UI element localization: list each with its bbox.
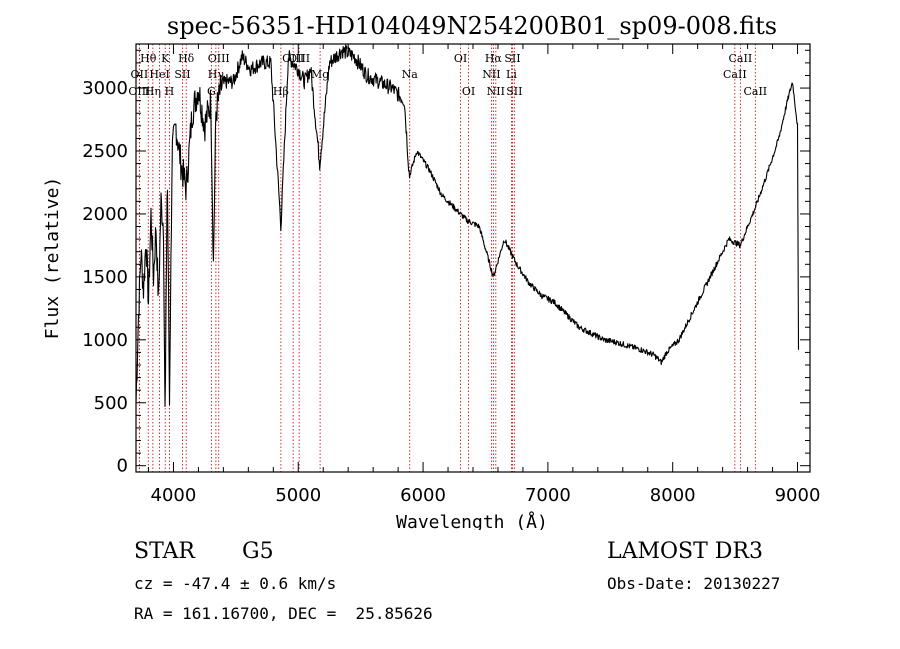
line-label-4: Hη — [145, 85, 161, 98]
y-tick-label-1000: 1000 — [82, 330, 128, 351]
line-label-17: OI — [454, 52, 467, 65]
y-tick-label-0: 0 — [117, 456, 128, 477]
line-label-24: SII — [506, 85, 522, 98]
line-markers-group — [138, 44, 756, 472]
line-label-26: CaII — [723, 68, 747, 81]
x-tick-label-4000: 4000 — [151, 485, 197, 506]
x-tick-label-8000: 8000 — [650, 485, 696, 506]
line-label-10: Hγ — [208, 68, 225, 81]
object-class: STAR — [134, 539, 195, 564]
line-label-25: CaII — [729, 52, 753, 65]
x-axis-label: Wavelength (Å) — [396, 511, 548, 530]
y-tick-label-3000: 3000 — [82, 78, 128, 99]
line-label-20: NII — [482, 68, 500, 81]
obs-date: Obs-Date: 20130227 — [607, 574, 781, 593]
line-label-8: SII — [174, 68, 190, 81]
y-tick-label-2000: 2000 — [82, 204, 128, 225]
y-axis: 0 500 1000 1500 2000 2500 3000 — [82, 49, 810, 477]
line-label-5: K — [161, 52, 170, 65]
line-label-13: OIII — [282, 52, 304, 65]
redshift-readout: cz = -47.4 ± 0.6 km/s — [134, 574, 337, 593]
spectrum-chart: spec-56351-HD104049N254200B01_sp09-008.f… — [42, 12, 821, 530]
y-tick-label-1500: 1500 — [82, 267, 128, 288]
y-axis-label: Flux (relative) — [42, 177, 63, 340]
spectrum-line — [135, 44, 800, 408]
line-label-19: Hα — [485, 52, 503, 65]
object-subclass: G5 — [242, 539, 274, 564]
x-axis: 4000 5000 6000 7000 8000 9000 — [147, 44, 821, 506]
line-label-7: Hδ — [178, 52, 195, 65]
x-tick-label-9000: 9000 — [775, 485, 821, 506]
y-tick-label-500: 500 — [94, 393, 128, 414]
x-tick-label-7000: 7000 — [525, 485, 571, 506]
line-label-1: OII — [131, 68, 149, 81]
x-tick-label-5000: 5000 — [275, 485, 321, 506]
y-tick-label-2500: 2500 — [82, 141, 128, 162]
line-label-6: H — [165, 85, 175, 98]
x-tick-label-6000: 6000 — [400, 485, 446, 506]
coordinates: RA = 161.16700, DEC = 25.85626 — [134, 604, 433, 623]
line-label-18: OI — [462, 85, 475, 98]
line-label-23: Li — [506, 68, 517, 81]
line-label-3: HeI — [149, 68, 169, 81]
line-label-15: Mg — [311, 68, 329, 81]
line-label-27: CaII — [743, 85, 767, 98]
line-label-16: Na — [402, 68, 419, 81]
line-label-22: SII — [504, 52, 520, 65]
plot-frame — [135, 43, 811, 473]
line-label-12: Hβ — [273, 85, 289, 98]
line-label-21: NII — [487, 85, 505, 98]
line-label-0: Hθ — [140, 52, 157, 65]
chart-title: spec-56351-HD104049N254200B01_sp09-008.f… — [167, 12, 777, 40]
line-label-14: OIII — [288, 52, 310, 65]
line-label-9: OIII — [208, 52, 230, 65]
survey-name: LAMOST DR3 — [607, 539, 763, 564]
line-label-11: G — [207, 85, 216, 98]
